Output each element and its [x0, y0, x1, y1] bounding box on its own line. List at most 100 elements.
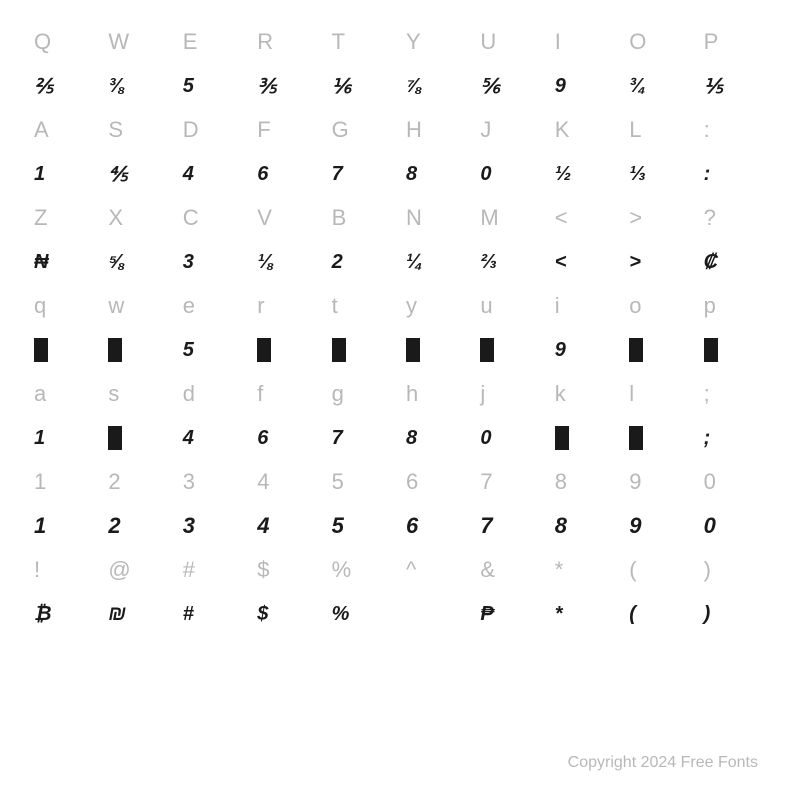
key-label: E: [177, 20, 251, 64]
glyph-char: ₪: [108, 603, 126, 626]
key-char: W: [108, 29, 129, 55]
glyph-char: 8: [555, 513, 567, 539]
key-char: J: [480, 117, 491, 143]
key-label: p: [698, 284, 772, 328]
glyph-cell: [102, 416, 176, 460]
glyph-cell: >: [623, 240, 697, 284]
key-label: O: [623, 20, 697, 64]
glyph-cell: ⅜: [102, 64, 176, 108]
glyph-char: 2: [108, 513, 120, 539]
glyph-char: 9: [629, 513, 641, 539]
glyph-char: 5: [183, 75, 194, 98]
glyph-cell: 0: [474, 152, 548, 196]
key-char: 3: [183, 469, 195, 495]
key-label: $: [251, 548, 325, 592]
key-label: (: [623, 548, 697, 592]
glyph-cell: 4: [251, 504, 325, 548]
key-char: B: [332, 205, 347, 231]
key-char: R: [257, 29, 273, 55]
key-char: Z: [34, 205, 47, 231]
glyph-cell: 9: [549, 328, 623, 372]
key-label: 3: [177, 460, 251, 504]
key-label: G: [326, 108, 400, 152]
glyph-char: #: [183, 603, 194, 626]
glyph-cell: 6: [251, 152, 325, 196]
key-char: 9: [629, 469, 641, 495]
glyph-cell: 2: [326, 240, 400, 284]
key-label: B: [326, 196, 400, 240]
key-char: D: [183, 117, 199, 143]
glyph-cell: ⅖: [28, 64, 102, 108]
key-label: j: [474, 372, 548, 416]
key-char: *: [555, 557, 564, 583]
key-label: &: [474, 548, 548, 592]
key-char: a: [34, 381, 46, 407]
key-char: A: [34, 117, 49, 143]
key-label: Y: [400, 20, 474, 64]
key-char: Y: [406, 29, 421, 55]
glyph-cell: 4: [177, 152, 251, 196]
key-label: Q: [28, 20, 102, 64]
glyph-char: ⅓: [629, 163, 646, 186]
glyph-cell: ¼: [400, 240, 474, 284]
glyph-cell: ₱: [474, 592, 548, 636]
key-label: C: [177, 196, 251, 240]
key-char: >: [629, 205, 642, 231]
glyph-cell: ⅛: [251, 240, 325, 284]
key-label: J: [474, 108, 548, 152]
key-char: q: [34, 293, 46, 319]
key-label: F: [251, 108, 325, 152]
glyph-char: ⅘: [108, 162, 127, 187]
key-char: ;: [704, 381, 710, 407]
key-char: V: [257, 205, 272, 231]
glyph-char: 0: [480, 163, 491, 186]
key-char: k: [555, 381, 566, 407]
key-label: A: [28, 108, 102, 152]
glyph-char: ₦: [34, 251, 48, 274]
glyph-char: ₱: [480, 603, 493, 626]
glyph-cell: ⅗: [251, 64, 325, 108]
key-label: k: [549, 372, 623, 416]
key-label: H: [400, 108, 474, 152]
glyph-char: ₡: [704, 251, 718, 274]
glyph-cell: 5: [177, 328, 251, 372]
key-label: f: [251, 372, 325, 416]
glyph-cell: [251, 328, 325, 372]
key-char: f: [257, 381, 263, 407]
key-label: >: [623, 196, 697, 240]
glyph-char: 4: [183, 163, 194, 186]
missing-glyph-block: [332, 338, 346, 362]
key-char: N: [406, 205, 422, 231]
key-label: I: [549, 20, 623, 64]
glyph-cell: [549, 416, 623, 460]
key-label: d: [177, 372, 251, 416]
glyph-cell: 5: [326, 504, 400, 548]
missing-glyph-block: [34, 338, 48, 362]
glyph-cell: ¾: [623, 64, 697, 108]
glyph-char: 3: [183, 513, 195, 539]
missing-glyph-block: [480, 338, 494, 362]
key-char: M: [480, 205, 498, 231]
key-char: F: [257, 117, 270, 143]
copyright-footer: Copyright 2024 Free Fonts: [568, 754, 758, 772]
key-char: T: [332, 29, 345, 55]
key-label: a: [28, 372, 102, 416]
glyph-char: ⅜: [108, 75, 125, 98]
glyph-char: 5: [183, 339, 194, 362]
glyph-cell: 3: [177, 504, 251, 548]
glyph-char: 8: [406, 427, 417, 450]
glyph-cell: [400, 592, 474, 636]
key-char: ): [704, 557, 711, 583]
key-char: h: [406, 381, 418, 407]
glyph-char: $: [257, 603, 268, 626]
glyph-cell: ⅙: [326, 64, 400, 108]
glyph-cell: ⅞: [400, 64, 474, 108]
glyph-cell: $: [251, 592, 325, 636]
glyph-char: ½: [555, 163, 572, 186]
key-label: u: [474, 284, 548, 328]
key-char: Q: [34, 29, 51, 55]
key-char: 6: [406, 469, 418, 495]
key-char: l: [629, 381, 634, 407]
key-label: <: [549, 196, 623, 240]
missing-glyph-block: [257, 338, 271, 362]
